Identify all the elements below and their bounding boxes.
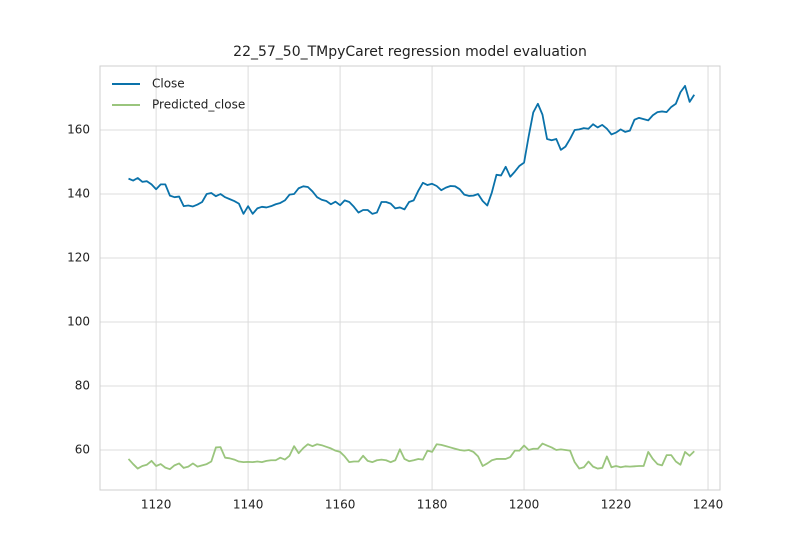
x-tick-label: 1160 <box>325 498 356 512</box>
x-tick-label: 1240 <box>693 498 724 512</box>
y-tick-label: 120 <box>67 251 90 265</box>
x-tick-label: 1140 <box>233 498 264 512</box>
legend-label: Predicted_close <box>152 98 245 112</box>
legend-label: Close <box>152 77 185 91</box>
x-tick-label: 1120 <box>141 498 172 512</box>
x-tick-label: 1220 <box>601 498 632 512</box>
x-tick-label: 1200 <box>509 498 540 512</box>
line-series <box>128 84 695 215</box>
y-tick-label: 100 <box>67 315 90 329</box>
y-tick-label: 60 <box>75 443 90 457</box>
x-tick-label: 1180 <box>417 498 448 512</box>
y-tick-label: 140 <box>67 187 90 201</box>
chart-title: 22_57_50_TMpyCaret regression model eval… <box>233 44 587 60</box>
plot-frame <box>99 65 721 491</box>
line-series <box>127 442 695 471</box>
y-tick-label: 80 <box>75 379 90 393</box>
y-tick-label: 160 <box>67 123 90 137</box>
